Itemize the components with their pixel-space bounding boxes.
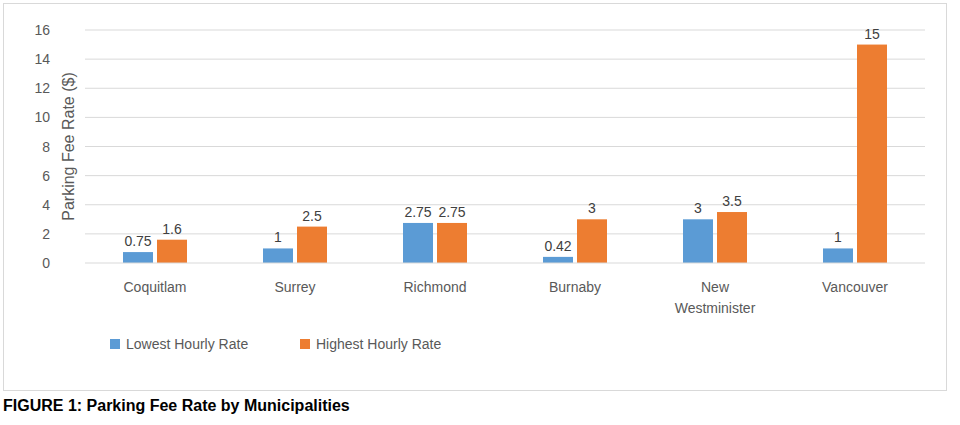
grid-line xyxy=(85,59,925,60)
y-tick-label: 12 xyxy=(34,80,50,96)
data-label: 2.5 xyxy=(302,208,322,224)
bar xyxy=(857,45,887,263)
x-axis-line xyxy=(85,263,925,264)
bar xyxy=(577,219,607,263)
x-tick-label-line: New xyxy=(701,279,730,295)
bar xyxy=(823,248,853,263)
legend-label: Lowest Hourly Rate xyxy=(126,336,248,352)
x-tick-label-line: Westminister xyxy=(675,300,756,316)
x-tick-label: Burnaby xyxy=(549,279,601,295)
grid-line xyxy=(85,88,925,89)
bar xyxy=(683,219,713,263)
data-label: 0.75 xyxy=(124,233,151,249)
grid-line xyxy=(85,175,925,176)
data-label: 0.42 xyxy=(544,238,571,254)
y-tick-label: 4 xyxy=(42,197,50,213)
chart-frame xyxy=(4,4,947,391)
x-tick-label: Surrey xyxy=(274,279,315,295)
chart-container: 0 2 4 6 8 10 12 14 16 Parking Fee Rate ($) 0.75 1 2.… xyxy=(0,0,960,425)
bar xyxy=(263,248,293,263)
legend-label: Highest Hourly Rate xyxy=(316,336,441,352)
y-tick-label: 16 xyxy=(34,22,50,38)
data-label: 1 xyxy=(274,229,282,245)
y-tick-label: 10 xyxy=(34,109,50,125)
grid-line xyxy=(85,117,925,118)
x-tick-label-line: Surrey xyxy=(274,279,315,295)
data-label: 2.75 xyxy=(438,204,465,220)
data-label: 3.5 xyxy=(722,193,742,209)
bar xyxy=(717,212,747,263)
bar xyxy=(543,257,573,263)
bar xyxy=(403,223,433,263)
data-label: 2.75 xyxy=(404,204,431,220)
bar xyxy=(297,227,327,263)
grid-line xyxy=(85,204,925,205)
x-tick-label-line: Richmond xyxy=(403,279,466,295)
y-tick-label: 8 xyxy=(42,139,50,155)
grid-line xyxy=(85,146,925,147)
legend: Lowest Hourly Rate Highest Hourly Rate xyxy=(110,336,441,352)
data-label: 1 xyxy=(834,229,842,245)
bar xyxy=(157,240,187,263)
x-tick-label-line: Burnaby xyxy=(549,279,601,295)
legend-swatch xyxy=(300,339,310,349)
x-tick-label-line: Vancouver xyxy=(822,279,888,295)
y-axis-label: Parking Fee Rate ($) xyxy=(60,72,77,221)
data-label: 15 xyxy=(864,26,880,42)
figure-caption: FIGURE 1: Parking Fee Rate by Municipali… xyxy=(3,397,350,414)
grid-line xyxy=(85,30,925,31)
y-tick-label: 6 xyxy=(42,168,50,184)
bar xyxy=(123,252,153,263)
chart-svg: 0 2 4 6 8 10 12 14 16 Parking Fee Rate ($) 0.75 1 2.… xyxy=(0,0,960,425)
x-tick-label: Richmond xyxy=(403,279,466,295)
bar xyxy=(437,223,467,263)
data-label: 1.6 xyxy=(162,221,182,237)
data-label: 3 xyxy=(588,200,596,216)
y-tick-label: 0 xyxy=(42,255,50,271)
legend-swatch xyxy=(110,339,120,349)
bars xyxy=(123,45,887,263)
y-tick-label: 2 xyxy=(42,226,50,242)
data-label: 3 xyxy=(694,200,702,216)
x-tick-label: Vancouver xyxy=(822,279,888,295)
y-tick-label: 14 xyxy=(34,51,50,67)
x-tick-label: Coquitlam xyxy=(123,279,186,295)
x-tick-label: New Westminister xyxy=(675,279,756,316)
grid-line xyxy=(85,233,925,234)
x-tick-label-line: Coquitlam xyxy=(123,279,186,295)
